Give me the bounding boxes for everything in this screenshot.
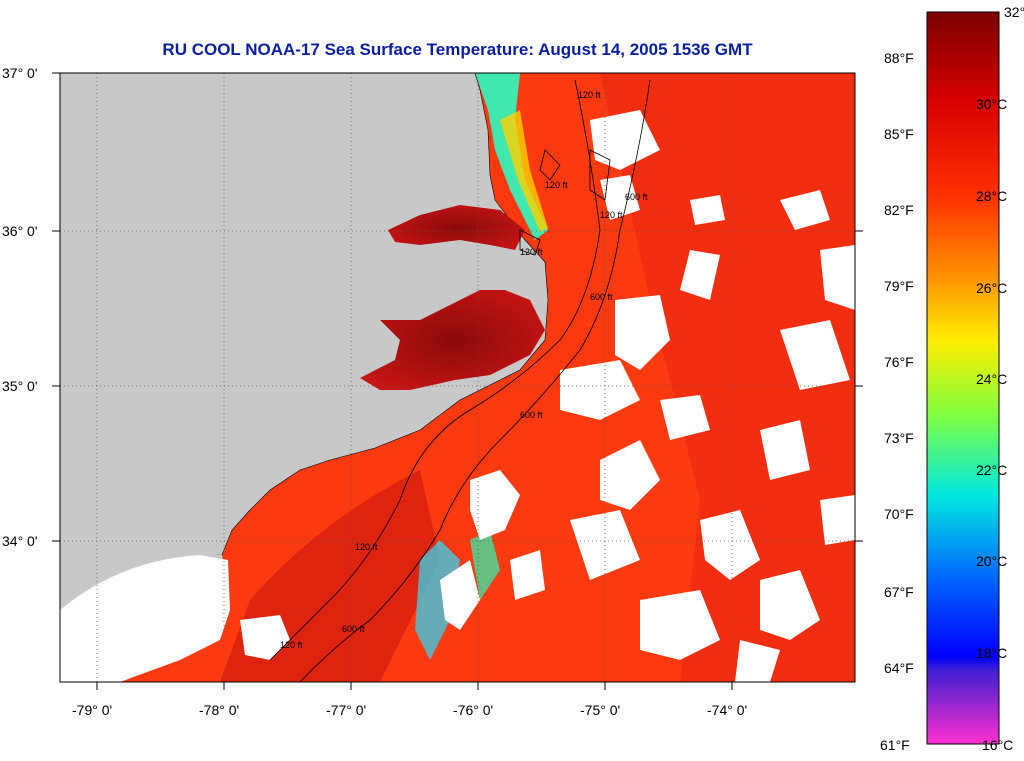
celsius-label: 16°C (982, 737, 1013, 753)
fahrenheit-label: 88°F (884, 50, 914, 66)
fahrenheit-label: 64°F (884, 660, 914, 676)
cool-water-edge (500, 110, 548, 232)
lon-label: -76° 0' (453, 702, 493, 718)
graticule (60, 73, 855, 682)
contour-labels: 120 ft 120 ft 600 ft 120 ft 120 ft 600 f… (280, 90, 648, 650)
lat-label: 34° 0' (2, 533, 38, 549)
contour-label: 600 ft (590, 292, 613, 302)
fahrenheit-label: 70°F (884, 506, 914, 522)
contour-label: 120 ft (355, 542, 378, 552)
celsius-label: 30°C (976, 96, 1007, 112)
lon-label: -75° 0' (580, 702, 620, 718)
fahrenheit-label: 79°F (884, 278, 914, 294)
fahrenheit-label: 73°F (884, 430, 914, 446)
land-north-carolina (60, 73, 549, 561)
contour-label: 120 ft (520, 247, 543, 257)
colorbar (926, 11, 1000, 745)
contour-label: 600 ft (342, 624, 365, 634)
lat-label: 37° 0' (2, 65, 38, 81)
lon-label: -74° 0' (707, 702, 747, 718)
cool-patch (415, 540, 460, 660)
cloud-mask (60, 110, 855, 682)
contour-label: 120 ft (280, 640, 303, 650)
lon-label: -77° 0' (326, 702, 366, 718)
fahrenheit-label: 85°F (884, 126, 914, 142)
fahrenheit-label: 76°F (884, 354, 914, 370)
pamlico-sound (360, 290, 545, 390)
colorbar-fahrenheit-labels: 88°F 85°F 82°F 79°F 76°F 73°F 70°F 67°F … (880, 50, 914, 753)
ocean-offshore (600, 73, 855, 682)
celsius-label: 32°C (1004, 4, 1024, 20)
celsius-label: 26°C (976, 280, 1007, 296)
longitude-labels: -79° 0' -78° 0' -77° 0' -76° 0' -75° 0' … (72, 702, 747, 718)
axis-ticks (52, 72, 863, 690)
contour-label: 600 ft (520, 410, 543, 420)
latitude-labels: 37° 0' 36° 0' 35° 0' 34° 0' (2, 65, 38, 549)
lon-label: -78° 0' (199, 702, 239, 718)
lat-label: 35° 0' (2, 378, 38, 394)
fahrenheit-label: 61°F (880, 737, 910, 753)
fahrenheit-label: 82°F (884, 202, 914, 218)
cool-patch-2 (470, 530, 500, 600)
contour-label: 600 ft (625, 192, 648, 202)
lon-label: -79° 0' (72, 702, 112, 718)
fahrenheit-label: 67°F (884, 584, 914, 600)
map-area (60, 73, 855, 682)
contour-label: 120 ft (545, 180, 568, 190)
celsius-label: 24°C (976, 371, 1007, 387)
lat-label: 36° 0' (2, 223, 38, 239)
celsius-label: 20°C (976, 553, 1007, 569)
colorbar-celsius-labels: 32°C 30°C 28°C 26°C 24°C 22°C 20°C 18°C … (976, 4, 1024, 753)
celsius-label: 22°C (976, 462, 1007, 478)
map-frame (59, 72, 856, 683)
contour-label: 120 ft (578, 90, 601, 100)
celsius-label: 28°C (976, 188, 1007, 204)
contour-label: 120 ft (600, 210, 623, 220)
bathymetry-contours (269, 79, 651, 682)
map-title: RU COOL NOAA-17 Sea Surface Temperature:… (162, 40, 753, 59)
albemarle-sound (388, 205, 525, 250)
celsius-label: 18°C (976, 645, 1007, 661)
